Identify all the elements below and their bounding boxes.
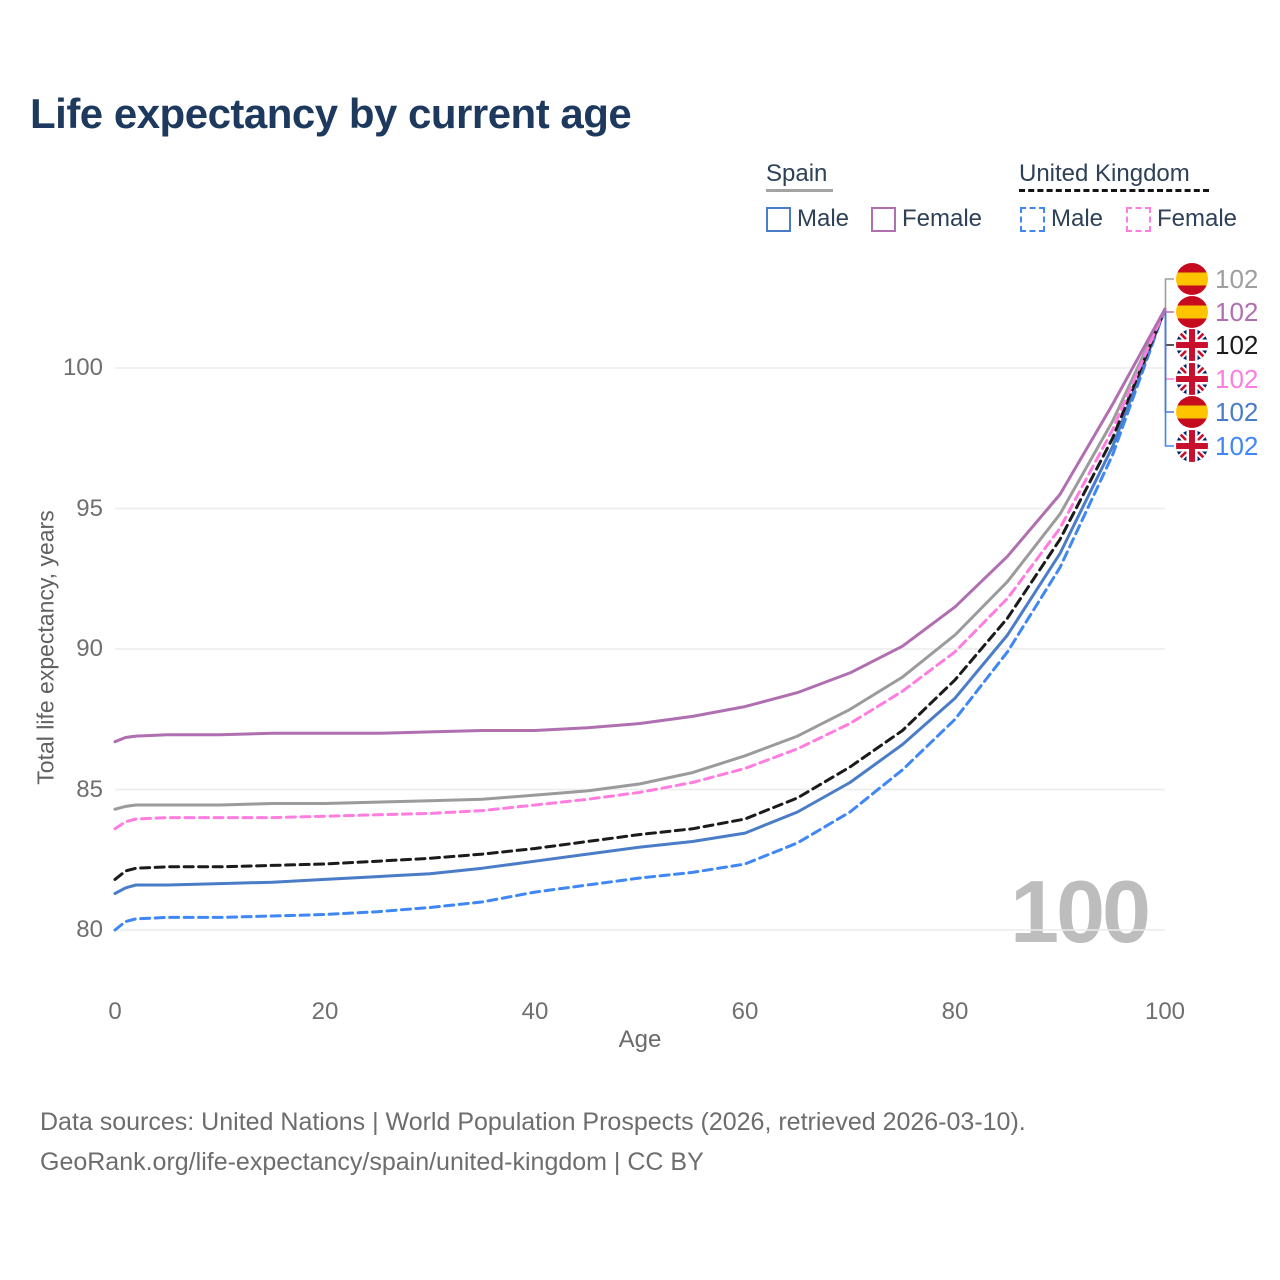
x-tick-label: 20 bbox=[311, 998, 339, 1025]
x-tick-label: 100 bbox=[1144, 998, 1186, 1025]
uk-flag-icon bbox=[1176, 329, 1208, 361]
legend-uk-underline bbox=[1019, 189, 1209, 192]
legend-item-label: Female bbox=[1157, 205, 1238, 232]
end-label-value: 102 bbox=[1215, 396, 1259, 427]
y-tick-label: 100 bbox=[62, 354, 103, 381]
gridlines bbox=[115, 367, 1165, 931]
end-label-united-kingdom-male: 102 bbox=[1176, 430, 1258, 462]
end-label-spain-male: 102 bbox=[1176, 396, 1258, 428]
uk-male-swatch-icon bbox=[1020, 206, 1045, 232]
legend-item-label: Male bbox=[797, 205, 850, 232]
y-tick-label: 95 bbox=[76, 494, 103, 522]
series-lines bbox=[113, 307, 1167, 932]
series-line-spain-total bbox=[113, 307, 1167, 811]
spain-female-swatch-icon bbox=[871, 206, 896, 232]
legend-group-spain-label: Spain bbox=[766, 160, 828, 187]
y-tick-label: 85 bbox=[76, 775, 103, 803]
uk-flag-icon bbox=[1176, 430, 1208, 462]
x-axis-title: Age bbox=[618, 1026, 662, 1053]
legend-item-uk-male[interactable]: Male bbox=[1020, 205, 1103, 233]
current-age-watermark: 100 bbox=[1010, 862, 1151, 961]
series-line-spain-female bbox=[113, 307, 1167, 744]
series-line-uk-total bbox=[113, 307, 1167, 881]
end-label-value: 102 bbox=[1215, 296, 1259, 327]
end-label-value: 102 bbox=[1215, 329, 1259, 360]
spain-flag-icon bbox=[1176, 296, 1208, 328]
end-label-united-kingdom-total: 102 bbox=[1176, 329, 1258, 361]
legend-group-uk-label: United Kingdom bbox=[1019, 160, 1190, 187]
end-label-united-kingdom-female: 102 bbox=[1176, 363, 1258, 395]
legend-item-spain-female[interactable]: Female bbox=[871, 205, 982, 233]
end-label-spain-female: 102 bbox=[1176, 296, 1258, 328]
leader-lines bbox=[1164, 278, 1174, 447]
x-tick-label: 80 bbox=[941, 998, 969, 1025]
end-label-value: 102 bbox=[1215, 363, 1259, 394]
y-tick-label: 80 bbox=[76, 916, 103, 943]
end-label-value: 102 bbox=[1215, 430, 1259, 461]
y-axis-title: Total life expectancy, years bbox=[32, 510, 59, 785]
spain-flag-icon bbox=[1176, 396, 1208, 428]
spain-male-swatch-icon bbox=[766, 206, 791, 232]
page-title: Life expectancy by current age bbox=[30, 90, 632, 137]
uk-flag-icon bbox=[1176, 363, 1208, 395]
series-line-spain-male bbox=[113, 307, 1167, 895]
x-tick-label: 60 bbox=[731, 998, 759, 1025]
legend-item-spain-male[interactable]: Male bbox=[766, 205, 849, 233]
legend-item-uk-female[interactable]: Female bbox=[1126, 205, 1237, 233]
end-label-value: 102 bbox=[1215, 263, 1259, 294]
end-label-spain-total: 102 bbox=[1176, 263, 1258, 295]
legend-item-label: Male bbox=[1051, 205, 1104, 232]
legend-spain-underline bbox=[766, 189, 833, 192]
series-line-uk-female bbox=[113, 307, 1167, 831]
x-tick-label: 40 bbox=[521, 998, 549, 1025]
legend-item-label: Female bbox=[902, 205, 983, 232]
series-line-uk-male bbox=[113, 307, 1167, 932]
footer-attribution: GeoRank.org/life-expectancy/spain/united… bbox=[40, 1148, 704, 1176]
y-tick-label: 90 bbox=[76, 635, 103, 662]
footer-data-sources: Data sources: United Nations | World Pop… bbox=[40, 1108, 1026, 1136]
spain-flag-icon bbox=[1176, 263, 1208, 295]
uk-female-swatch-icon bbox=[1126, 206, 1151, 232]
x-tick-label: 0 bbox=[108, 998, 122, 1025]
